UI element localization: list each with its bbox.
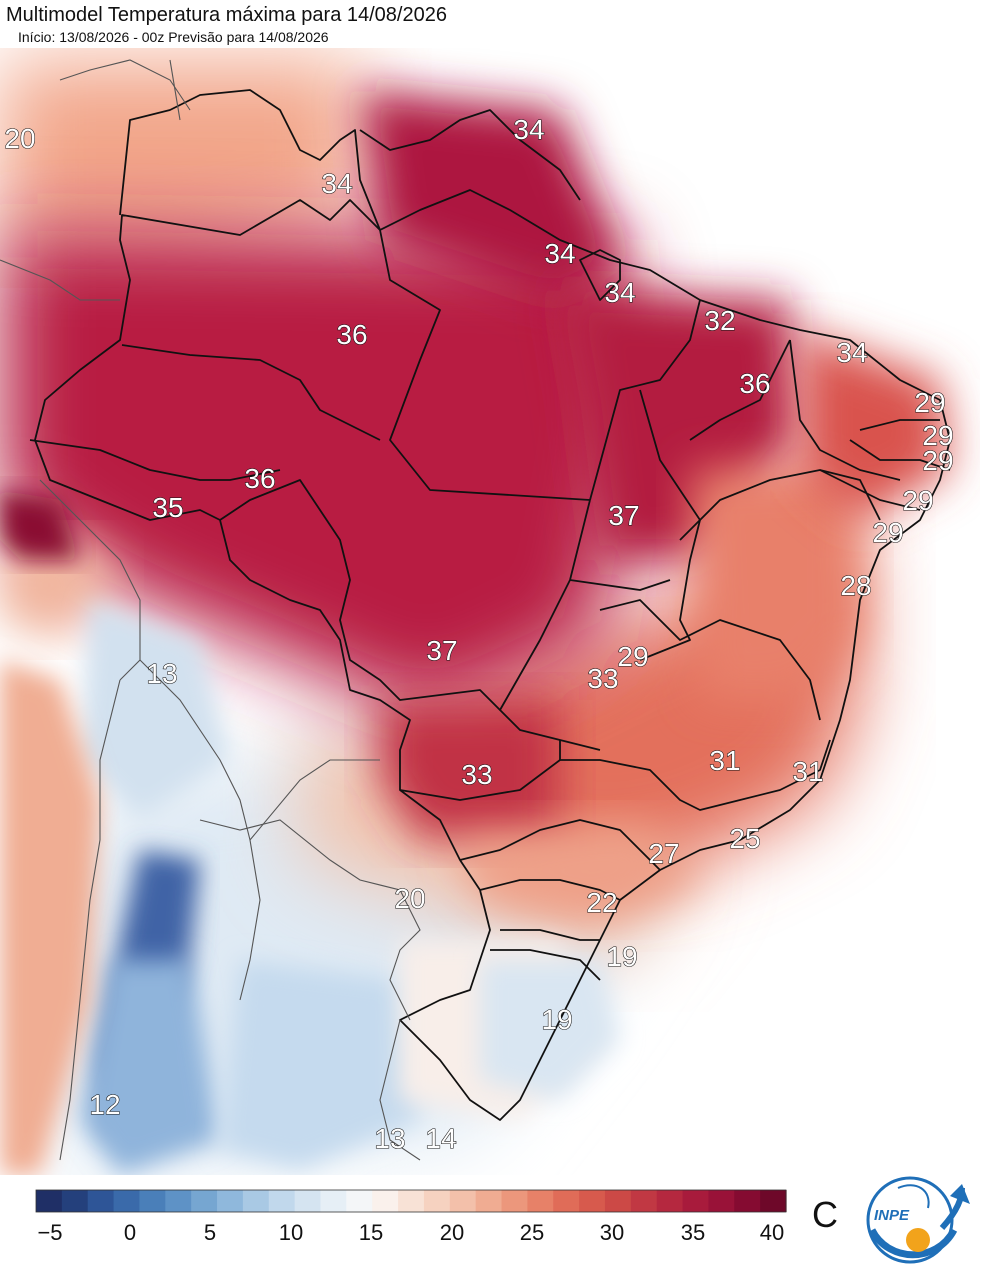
temp-label-rio-coast: 25 [729, 823, 760, 854]
inpe-logo: INPE [866, 1176, 970, 1264]
temp-label-santa-catarina: 19 [606, 941, 637, 972]
temp-label-amapa: 34 [513, 114, 544, 145]
temp-label-pe-coast: 29 [922, 445, 953, 476]
colorbar: −5 0 5 10 15 20 25 30 35 40 [35, 1189, 787, 1245]
colorbar-swatch [734, 1190, 761, 1212]
colorbar-swatches [35, 1189, 787, 1213]
temp-label-nw-colombia: 20 [4, 123, 35, 154]
temp-label-uruguay-border: 14 [425, 1123, 456, 1154]
colorbar-swatch [475, 1190, 503, 1212]
colorbar-tick: 10 [279, 1220, 303, 1245]
temp-label-al-coast: 29 [902, 485, 933, 516]
colorbar-tick: 30 [600, 1220, 624, 1245]
colorbar-swatch [320, 1190, 347, 1212]
map-subtitle: Início: 13/08/2026 - 00z Previsão para 1… [18, 29, 329, 45]
colorbar-swatch [682, 1190, 710, 1212]
colorbar-swatch [268, 1190, 296, 1212]
temperature-labels: 20 34 34 34 34 32 34 36 36 29 29 29 29 2… [4, 113, 954, 1154]
colorbar-swatch [346, 1190, 373, 1212]
temp-label-para-north: 34 [544, 238, 575, 269]
colorbar-swatch [527, 1190, 554, 1212]
colorbar-swatch [113, 1190, 141, 1212]
map-title: Multimodel Temperatura máxima para 14/08… [6, 4, 447, 26]
temp-label-bahia: 28 [840, 570, 871, 601]
colorbar-swatch [87, 1190, 115, 1212]
colorbar-tick: 15 [359, 1220, 383, 1245]
colorbar-swatch [61, 1190, 89, 1212]
colorbar-swatch [449, 1190, 477, 1212]
temp-label-rondonia: 36 [244, 463, 275, 494]
temp-label-se-coast: 29 [872, 517, 903, 548]
colorbar-swatch [372, 1190, 399, 1212]
brazil-state-borders [29, 89, 951, 1121]
colorbar-swatch [217, 1190, 244, 1212]
temp-label-argentina-sw: 13 [374, 1123, 405, 1154]
temp-label-ceara: 34 [836, 337, 867, 368]
temp-label-roraima: 34 [321, 168, 352, 199]
temp-label-pb-coast: 29 [922, 420, 953, 451]
colorbar-swatch [423, 1190, 451, 1212]
temp-label-acre: 35 [152, 492, 183, 523]
temp-label-maranhao-coast: 32 [704, 305, 735, 336]
temp-label-parana: 22 [586, 887, 617, 918]
temp-label-goias: 33 [587, 663, 618, 694]
temp-label-mato-grosso-sul: 33 [461, 759, 492, 790]
temp-label-espirito-santo: 31 [792, 756, 823, 787]
country-borders [0, 59, 421, 1161]
colorbar-swatch [242, 1190, 270, 1212]
temp-label-mato-grosso: 37 [426, 635, 457, 666]
colorbar-swatch [553, 1190, 580, 1212]
colorbar-swatch [579, 1190, 606, 1212]
colorbar-swatch [294, 1190, 322, 1212]
temp-label-minas-gerais: 31 [709, 745, 740, 776]
colorbar-swatch [191, 1190, 218, 1212]
colorbar-tick: 40 [760, 1220, 784, 1245]
colorbar-tick: 25 [520, 1220, 544, 1245]
temp-label-piaui: 36 [739, 368, 770, 399]
colorbar-tick: 0 [124, 1220, 136, 1245]
temp-label-tocantins: 37 [608, 500, 639, 531]
colorbar-ticks: −5 0 5 10 15 20 25 30 35 40 [37, 1220, 784, 1245]
temp-label-rio-grande-sul: 19 [541, 1004, 572, 1035]
temp-label-sao-paulo: 27 [648, 838, 679, 869]
colorbar-swatch [501, 1190, 528, 1212]
colorbar-swatch [760, 1190, 787, 1212]
colorbar-tick: −5 [37, 1220, 62, 1245]
colorbar-swatch [398, 1190, 425, 1212]
colorbar-swatch [36, 1190, 63, 1212]
temp-label-df: 29 [617, 641, 648, 672]
colorbar-border [35, 1189, 787, 1213]
temp-label-peru-andes: 13 [146, 658, 177, 689]
temp-label-chile: 12 [89, 1089, 120, 1120]
colorbar-swatch [630, 1190, 658, 1212]
colorbar-tick: 20 [440, 1220, 464, 1245]
temp-label-paraguay: 20 [394, 883, 425, 914]
inpe-logo-text: INPE [874, 1207, 910, 1224]
colorbar-unit: C [812, 1194, 838, 1235]
colorbar-swatch [708, 1190, 735, 1212]
colorbar-tick: 35 [681, 1220, 705, 1245]
temp-label-amazonas: 36 [336, 319, 367, 350]
temperature-map: 20 34 34 34 34 32 34 36 36 29 29 29 29 2… [0, 48, 984, 1175]
colorbar-swatch [165, 1190, 192, 1212]
temp-label-marajo: 34 [604, 277, 635, 308]
colorbar-swatch [604, 1190, 632, 1212]
colorbar-swatch [139, 1190, 166, 1212]
temp-label-rn-coast: 29 [914, 387, 945, 418]
colorbar-tick: 5 [204, 1220, 216, 1245]
colorbar-swatch [656, 1190, 684, 1212]
